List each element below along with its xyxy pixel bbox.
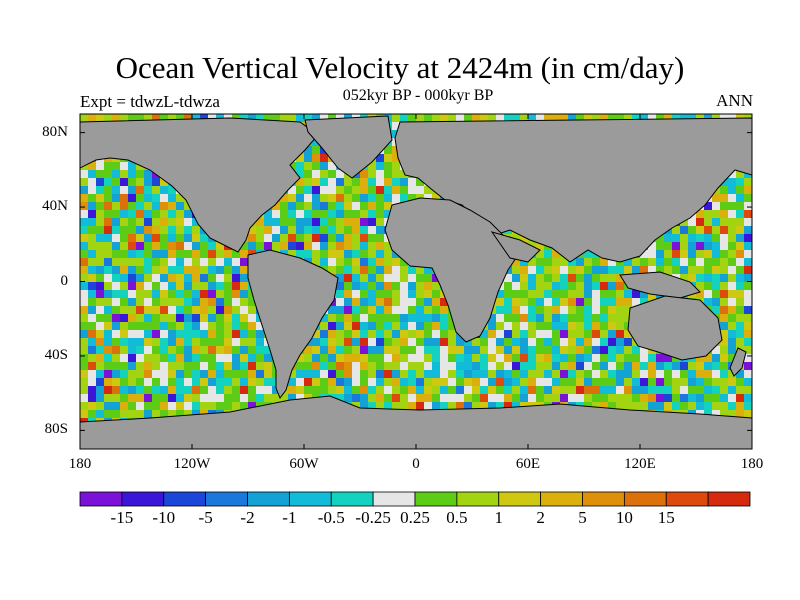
land-antarctica bbox=[80, 395, 752, 449]
lat-label: 80S bbox=[44, 421, 68, 438]
map-title: Ocean Vertical Velocity at 2424m (in cm/… bbox=[115, 50, 685, 85]
colorbar-label: -0.5 bbox=[317, 508, 345, 527]
colorbar-swatch bbox=[623, 491, 667, 507]
lat-label: 0 bbox=[60, 272, 69, 289]
land-africa bbox=[384, 197, 521, 343]
colorbar-swatch bbox=[247, 491, 290, 507]
lon-label: 120W bbox=[173, 456, 211, 472]
colorbar-label: 1 bbox=[494, 508, 504, 527]
colorbar-swatch bbox=[288, 491, 332, 507]
season-label: ANN bbox=[716, 91, 753, 110]
lon-label: 180 bbox=[68, 456, 92, 472]
colorbar-label: 2 bbox=[536, 508, 545, 527]
land-north-america bbox=[80, 117, 319, 253]
colorbar-label: 15 bbox=[657, 508, 675, 527]
colorbar-label: -0.25 bbox=[355, 508, 391, 527]
lon-label: 120E bbox=[624, 456, 656, 472]
lat-label: 40N bbox=[42, 198, 68, 215]
colorbar-label: 0.25 bbox=[400, 508, 430, 527]
colorbar-label: -5 bbox=[198, 508, 213, 527]
lat-label: 80N bbox=[42, 123, 68, 140]
lon-label: 0 bbox=[412, 456, 420, 472]
colorbar-swatch bbox=[372, 491, 416, 507]
map-ticks bbox=[79, 114, 753, 449]
colorbar-label: -2 bbox=[240, 508, 255, 527]
lon-label: 60W bbox=[289, 456, 319, 472]
land-australia bbox=[627, 295, 723, 361]
lon-label: 180 bbox=[740, 456, 764, 472]
colorbar-swatch bbox=[163, 491, 207, 507]
land-greenland bbox=[304, 115, 393, 179]
land-new-zealand bbox=[729, 347, 747, 377]
colorbar-swatch bbox=[665, 491, 709, 507]
land-indonesia bbox=[619, 271, 701, 299]
land-arabia bbox=[490, 231, 541, 263]
colorbar-label: 5 bbox=[578, 508, 587, 527]
colorbar-swatch bbox=[414, 491, 458, 507]
colorbar-swatch bbox=[330, 491, 374, 507]
colorbar-swatch bbox=[456, 491, 500, 507]
colorbar bbox=[79, 491, 751, 507]
colorbar-swatch bbox=[540, 491, 583, 507]
lon-label: 60E bbox=[515, 456, 541, 472]
colorbar-swatch bbox=[205, 491, 248, 507]
colorbar-swatch bbox=[121, 491, 165, 507]
colorbar-label: -1 bbox=[282, 508, 297, 527]
colorbar-label: 0.5 bbox=[446, 508, 468, 527]
time-range-subtitle: 052kyr BP - 000kyr BP bbox=[342, 87, 494, 104]
colorbar-swatch bbox=[582, 491, 625, 507]
land-masses bbox=[80, 115, 752, 449]
colorbar-swatch bbox=[707, 491, 751, 507]
colorbar-label: -10 bbox=[152, 508, 176, 527]
colorbar-swatch bbox=[79, 491, 123, 507]
colorbar-label: 10 bbox=[615, 508, 633, 527]
land-south-america bbox=[247, 249, 339, 400]
lat-label: 40S bbox=[44, 346, 68, 363]
colorbar-swatch bbox=[498, 491, 542, 507]
colorbar-label: -15 bbox=[110, 508, 134, 527]
experiment-label: Expt = tdwzL-tdwza bbox=[80, 92, 220, 111]
